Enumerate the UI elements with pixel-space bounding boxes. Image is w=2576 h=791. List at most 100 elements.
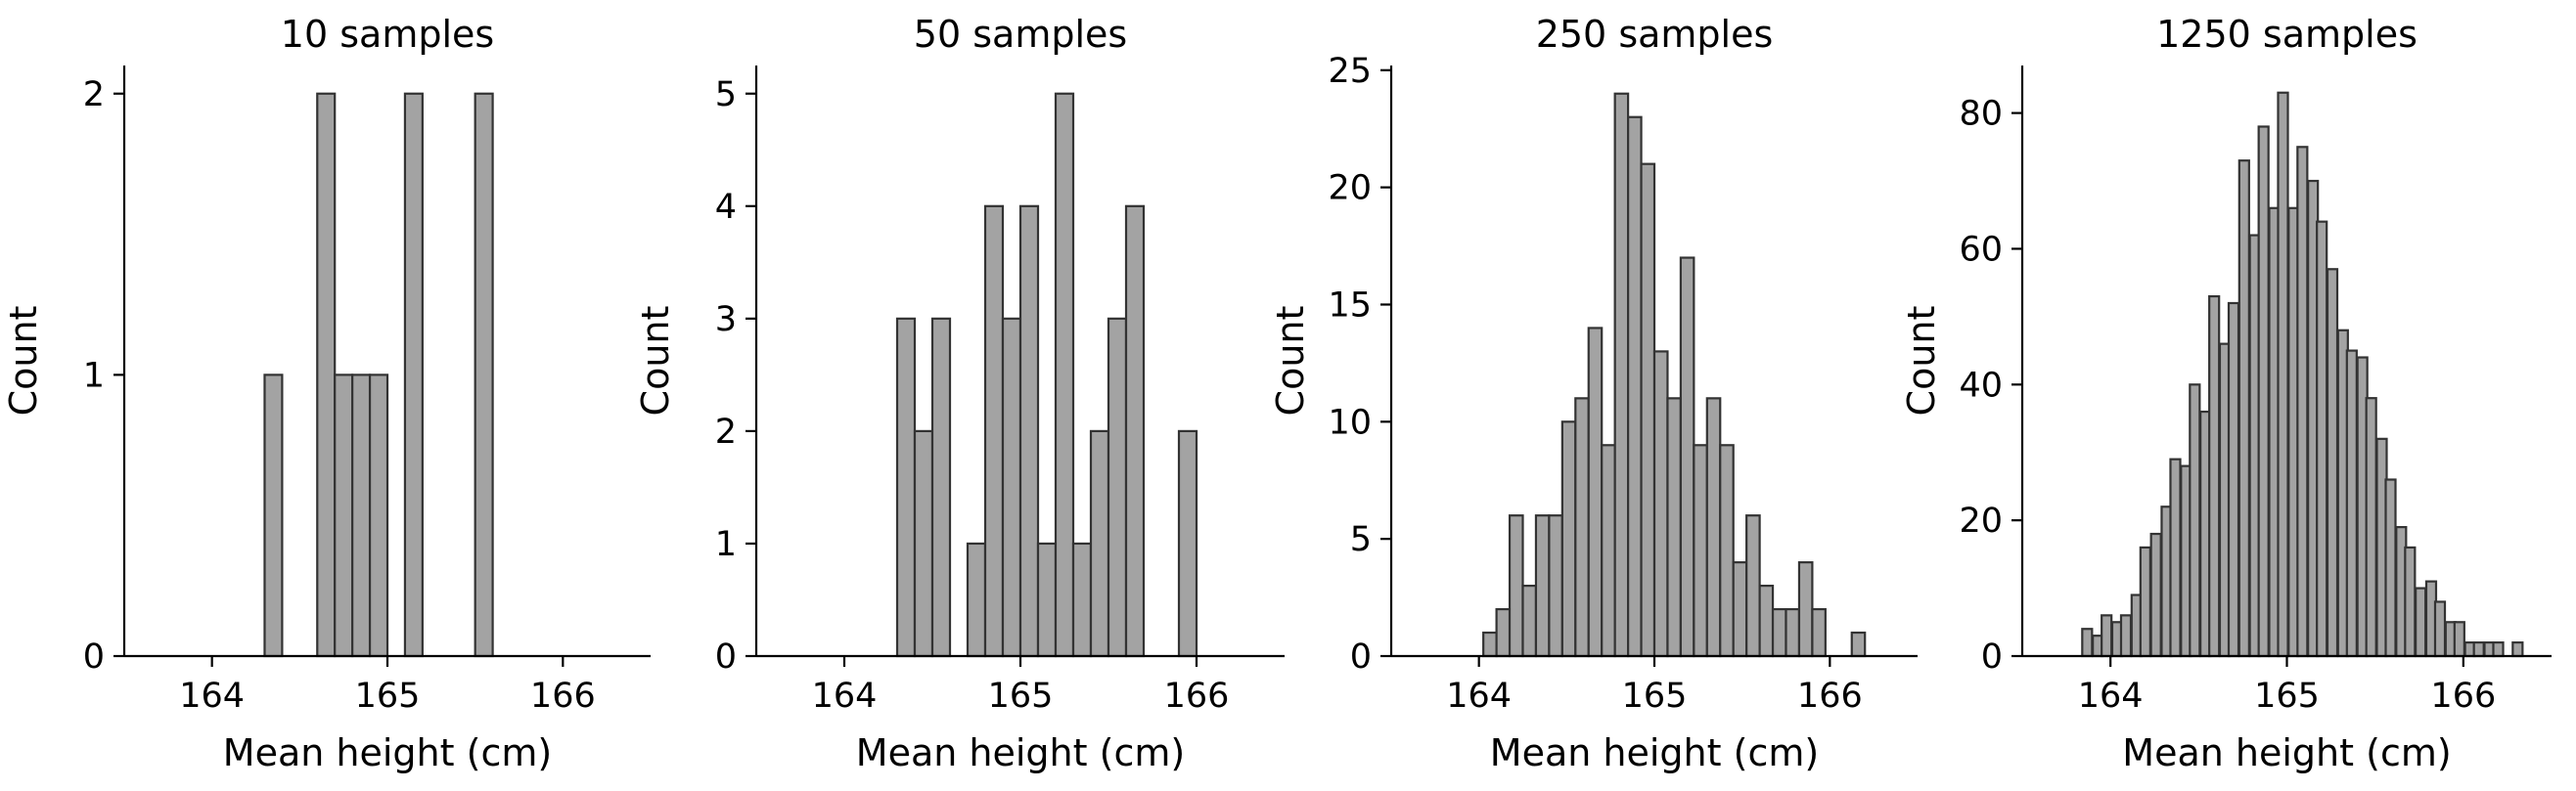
histogram-bar — [1001, 317, 1022, 658]
histogram-bar — [2081, 628, 2094, 658]
histogram-bar — [1613, 92, 1630, 658]
histogram-panel: 164 165 166 0 1 2 3 4 5 50 samples Mean height (cm… — [634, 13, 1285, 774]
histogram-bar — [2149, 532, 2162, 658]
histogram-bar — [966, 542, 987, 658]
histogram-bar — [2511, 641, 2524, 658]
chart-title: 50 samples — [914, 13, 1127, 56]
histogram-bar — [913, 429, 934, 658]
histogram-bar — [930, 317, 952, 658]
histogram-bar — [2227, 301, 2240, 658]
y-tick-label: 80 — [1959, 95, 2003, 134]
histogram-bar — [1666, 397, 1682, 658]
histogram-bar — [2101, 614, 2113, 658]
histogram-bar — [1811, 607, 1827, 658]
histogram-bar — [1177, 429, 1198, 658]
histogram-bar — [1508, 514, 1524, 658]
x-axis-label: Mean height (cm) — [2122, 731, 2451, 774]
histogram-bar — [1771, 607, 1787, 658]
y-axis-label: Count — [634, 306, 677, 417]
histogram-bar — [2453, 621, 2465, 658]
histogram-bar — [2492, 641, 2505, 658]
y-axis-label: Count — [2, 306, 45, 417]
histogram-bar — [2404, 546, 2417, 658]
histogram-bar — [2296, 146, 2309, 658]
histogram-bar — [1574, 397, 1590, 658]
histogram-bar — [1560, 420, 1577, 658]
y-tick-label: 1 — [83, 356, 105, 395]
histogram-bar — [1758, 584, 1775, 658]
histogram-bar — [474, 92, 494, 658]
histogram-bar — [2415, 587, 2427, 658]
histogram-bar — [1679, 256, 1695, 658]
y-tick-label: 2 — [715, 413, 737, 452]
histogram-bar — [1036, 542, 1058, 658]
histogram-bar — [895, 317, 917, 658]
histogram-bar — [2345, 349, 2358, 658]
histogram-bar — [1745, 514, 1761, 658]
histogram-bar — [1640, 162, 1656, 658]
histogram-bar — [1626, 115, 1643, 658]
histogram-bar — [1693, 444, 1708, 658]
histogram-bar — [1534, 514, 1551, 658]
histogram-bar — [1719, 444, 1735, 658]
y-tick-label: 20 — [1959, 502, 2003, 541]
y-tick-label: 4 — [715, 188, 737, 227]
histogram-bar — [1601, 444, 1616, 658]
histogram-bar — [1071, 542, 1093, 658]
histogram-panel: 164 165 166 0 1 2 10 samples Mean height (cm) Co… — [2, 13, 651, 774]
histogram-bar — [1785, 607, 1801, 658]
y-tick-label: 20 — [1328, 169, 1372, 208]
y-tick-label: 60 — [1959, 230, 2003, 269]
y-tick-label: 1 — [715, 525, 737, 564]
histogram-bar — [1482, 631, 1498, 658]
y-tick-label: 5 — [715, 75, 737, 114]
y-tick-label: 3 — [715, 300, 737, 339]
y-tick-label: 25 — [1328, 52, 1372, 91]
x-tick-label: 166 — [530, 677, 596, 716]
y-tick-label: 10 — [1328, 403, 1372, 442]
histogram-bar — [403, 92, 424, 658]
chart-title: 250 samples — [1536, 13, 1774, 56]
histogram-bar — [2365, 397, 2377, 658]
y-axis-label: Count — [1269, 306, 1312, 417]
chart-title: 10 samples — [281, 13, 494, 56]
y-tick-label: 15 — [1328, 286, 1372, 325]
histogram-bar — [2169, 458, 2182, 658]
histogram-bar — [1587, 327, 1604, 658]
histogram-bar — [2119, 614, 2133, 658]
x-tick-label: 164 — [179, 677, 245, 716]
histogram-bar — [1732, 561, 1748, 658]
x-axis-label: Mean height (cm) — [856, 731, 1185, 774]
histogram-panel: 164 165 166 0 20 40 60 80 1250 samples Mean heigh… — [1900, 13, 2552, 774]
x-axis-label: Mean height (cm) — [1490, 731, 1819, 774]
histogram-bar — [351, 374, 372, 658]
y-tick-label: 0 — [1350, 637, 1372, 677]
x-tick-label: 166 — [1164, 677, 1230, 716]
x-tick-label: 165 — [988, 677, 1054, 716]
histogram-bar — [334, 374, 354, 658]
histogram-panel: 164 165 166 0 5 10 15 20 25 250 samples Mean heigh… — [1269, 13, 1918, 774]
histogram-bar — [1705, 397, 1722, 658]
y-axis-label: Count — [1900, 306, 1943, 417]
histogram-bar — [983, 204, 1005, 658]
x-tick-label: 165 — [1622, 677, 1688, 716]
y-tick-label: 0 — [83, 637, 105, 677]
histogram-bar — [1018, 204, 1040, 658]
histogram-bar — [1548, 514, 1563, 658]
histogram-bar — [368, 374, 389, 658]
x-axis-label: Mean height (cm) — [223, 731, 552, 774]
histogram-bar — [1124, 204, 1146, 658]
histogram-bar — [1054, 92, 1075, 658]
histogram-bar — [2257, 125, 2270, 658]
histogram-bar — [2139, 546, 2151, 658]
histogram-bar — [1652, 350, 1669, 658]
histogram-bar — [1107, 317, 1128, 658]
chart-title: 1250 samples — [2156, 13, 2418, 56]
histogram-bar — [2277, 91, 2289, 658]
x-tick-label: 164 — [1446, 677, 1512, 716]
histogram-bar — [1089, 429, 1110, 658]
histogram-bar — [2237, 159, 2250, 658]
x-tick-label: 166 — [1797, 677, 1863, 716]
histogram-bar — [2208, 294, 2221, 658]
